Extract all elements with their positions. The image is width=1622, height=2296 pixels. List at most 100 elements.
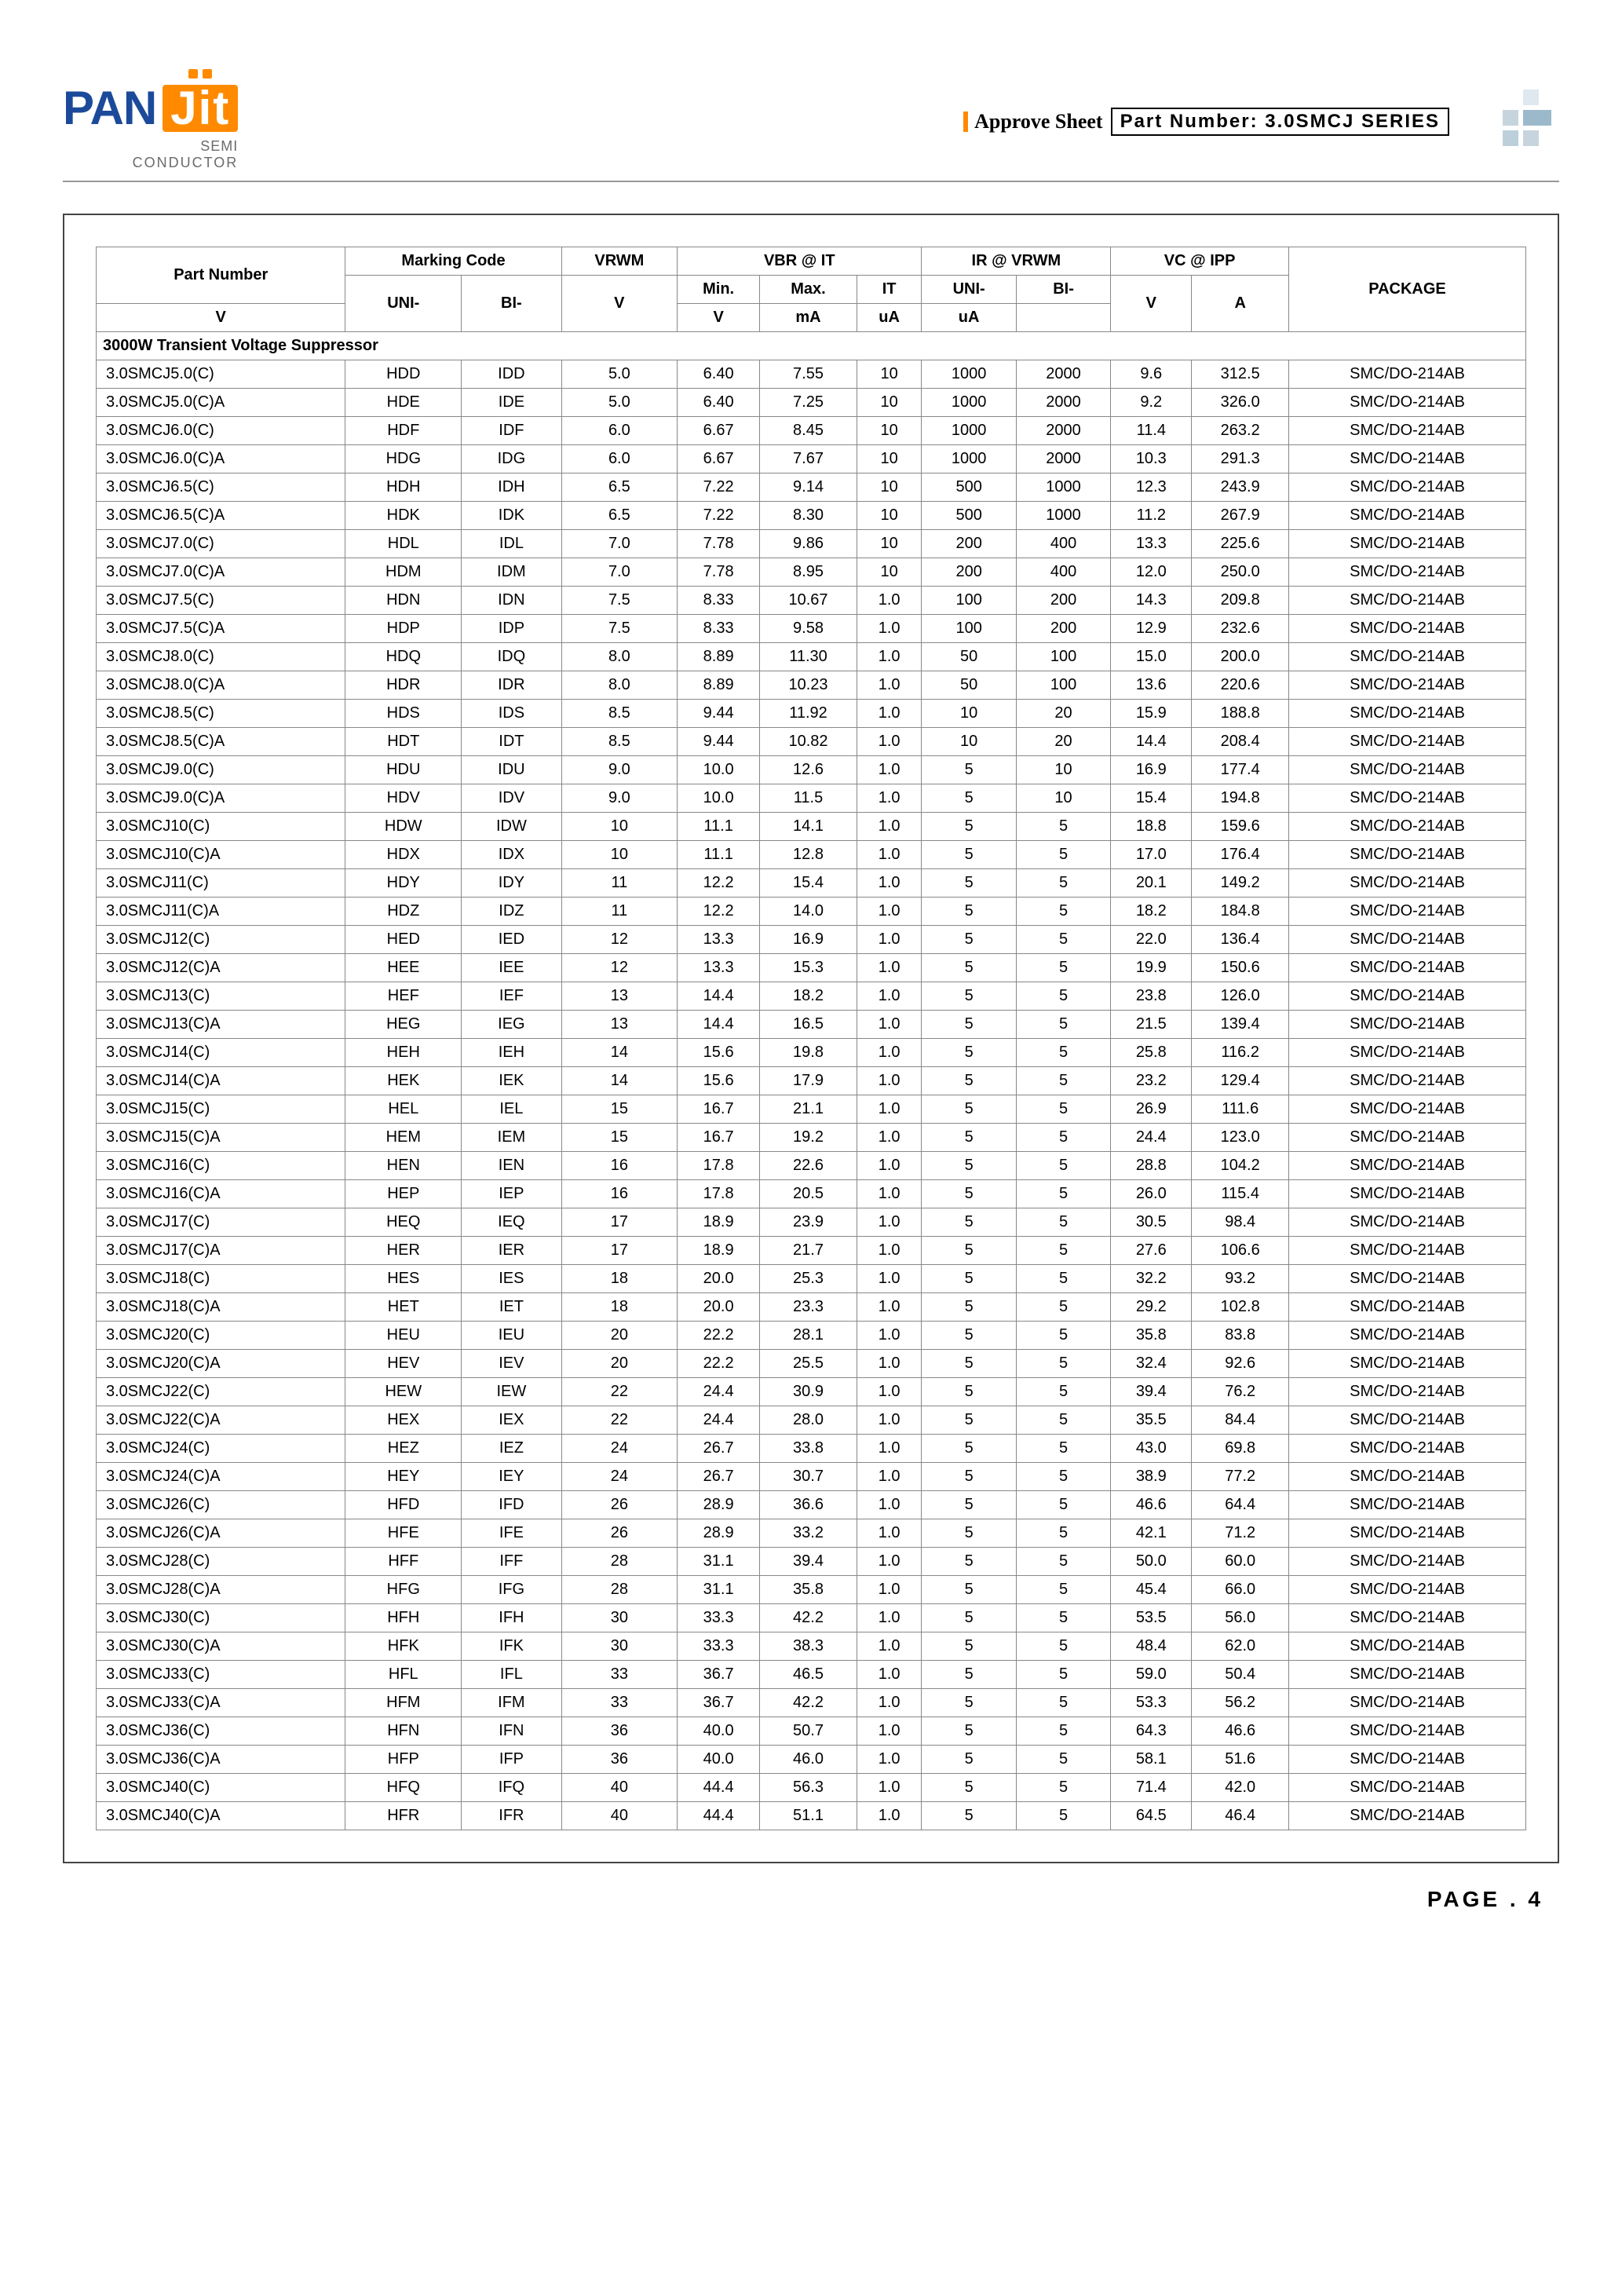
- table-cell: SMC/DO-214AB: [1289, 1350, 1526, 1378]
- orange-bar-icon: [963, 112, 968, 132]
- table-cell: 3.0SMCJ13(C)A: [97, 1011, 345, 1039]
- table-cell: 263.2: [1192, 417, 1289, 445]
- table-cell: 45.4: [1111, 1576, 1192, 1604]
- table-cell: 3.0SMCJ10(C): [97, 813, 345, 841]
- table-cell: 51.1: [760, 1802, 857, 1830]
- table-cell: 38.9: [1111, 1463, 1192, 1491]
- table-cell: 11.92: [760, 700, 857, 728]
- table-cell: 16: [561, 1180, 677, 1208]
- table-cell: SMC/DO-214AB: [1289, 1802, 1526, 1830]
- table-cell: SMC/DO-214AB: [1289, 1491, 1526, 1519]
- table-cell: 19.2: [760, 1124, 857, 1152]
- table-cell: 3.0SMCJ9.0(C)A: [97, 784, 345, 813]
- table-cell: 17.9: [760, 1067, 857, 1095]
- table-cell: IDP: [462, 615, 561, 643]
- table-cell: 1.0: [857, 982, 922, 1011]
- table-cell: 50: [922, 643, 1016, 671]
- table-cell: 5: [1016, 1802, 1110, 1830]
- table-cell: 14.1: [760, 813, 857, 841]
- table-cell: 5: [922, 898, 1016, 926]
- table-cell: 24: [561, 1463, 677, 1491]
- table-row: 3.0SMCJ36(C)AHFPIFP3640.046.01.05558.151…: [97, 1746, 1526, 1774]
- table-cell: 21.1: [760, 1095, 857, 1124]
- table-cell: IFR: [462, 1802, 561, 1830]
- table-cell: 10.0: [678, 756, 760, 784]
- table-cell: 3.0SMCJ20(C): [97, 1322, 345, 1350]
- table-cell: 5: [1016, 1011, 1110, 1039]
- table-cell: 46.6: [1111, 1491, 1192, 1519]
- table-cell: 5: [1016, 1350, 1110, 1378]
- table-cell: 5: [1016, 1208, 1110, 1237]
- table-cell: SMC/DO-214AB: [1289, 671, 1526, 700]
- table-row: 3.0SMCJ33(C)AHFMIFM3336.742.21.05553.356…: [97, 1689, 1526, 1717]
- table-cell: 22.2: [678, 1322, 760, 1350]
- table-cell: 11.1: [678, 813, 760, 841]
- table-cell: 5: [1016, 954, 1110, 982]
- table-cell: 10: [857, 445, 922, 473]
- table-cell: 3.0SMCJ9.0(C): [97, 756, 345, 784]
- table-cell: 22: [561, 1406, 677, 1435]
- table-cell: HFG: [345, 1576, 462, 1604]
- table-cell: 22.6: [760, 1152, 857, 1180]
- table-cell: 12: [561, 926, 677, 954]
- table-cell: 3.0SMCJ30(C)A: [97, 1632, 345, 1661]
- table-row: 3.0SMCJ13(C)HEFIEF1314.418.21.05523.8126…: [97, 982, 1526, 1011]
- table-cell: 6.67: [678, 417, 760, 445]
- table-cell: 312.5: [1192, 360, 1289, 389]
- table-cell: HEW: [345, 1378, 462, 1406]
- table-row: 3.0SMCJ7.5(C)AHDPIDP7.58.339.581.0100200…: [97, 615, 1526, 643]
- table-cell: 1000: [1016, 502, 1110, 530]
- table-cell: SMC/DO-214AB: [1289, 1180, 1526, 1208]
- table-row: 3.0SMCJ33(C)HFLIFL3336.746.51.05559.050.…: [97, 1661, 1526, 1689]
- table-cell: 7.5: [561, 615, 677, 643]
- table-cell: 14.4: [678, 982, 760, 1011]
- table-cell: 22.2: [678, 1350, 760, 1378]
- table-row: 3.0SMCJ6.5(C)AHDKIDK6.57.228.30105001000…: [97, 502, 1526, 530]
- table-cell: IDZ: [462, 898, 561, 926]
- table-cell: 3.0SMCJ7.5(C): [97, 587, 345, 615]
- table-cell: 6.0: [561, 445, 677, 473]
- table-cell: 71.4: [1111, 1774, 1192, 1802]
- table-cell: 23.9: [760, 1208, 857, 1237]
- table-cell: 3.0SMCJ11(C)A: [97, 898, 345, 926]
- col-max: Max.: [760, 276, 857, 304]
- table-cell: 10: [857, 473, 922, 502]
- table-cell: 3.0SMCJ40(C)A: [97, 1802, 345, 1830]
- table-cell: 5: [1016, 1746, 1110, 1774]
- table-row: 3.0SMCJ14(C)AHEKIEK1415.617.91.05523.212…: [97, 1067, 1526, 1095]
- table-cell: 12.0: [1111, 558, 1192, 587]
- table-cell: HFP: [345, 1746, 462, 1774]
- table-cell: HEP: [345, 1180, 462, 1208]
- table-cell: 220.6: [1192, 671, 1289, 700]
- table-cell: SMC/DO-214AB: [1289, 1604, 1526, 1632]
- table-cell: IEM: [462, 1124, 561, 1152]
- table-cell: 3.0SMCJ40(C): [97, 1774, 345, 1802]
- table-cell: IDN: [462, 587, 561, 615]
- table-cell: 23.2: [1111, 1067, 1192, 1095]
- table-cell: 5: [922, 1180, 1016, 1208]
- table-cell: 3.0SMCJ30(C): [97, 1604, 345, 1632]
- table-cell: 33: [561, 1661, 677, 1689]
- table-cell: SMC/DO-214AB: [1289, 1548, 1526, 1576]
- col-min: Min.: [678, 276, 760, 304]
- table-cell: 5: [1016, 1519, 1110, 1548]
- table-cell: 1.0: [857, 1632, 922, 1661]
- table-cell: 5: [922, 1265, 1016, 1293]
- col-package: PACKAGE: [1289, 247, 1526, 332]
- table-cell: 50: [922, 671, 1016, 700]
- table-cell: 5: [1016, 813, 1110, 841]
- table-cell: 3.0SMCJ5.0(C)A: [97, 389, 345, 417]
- table-cell: 28: [561, 1548, 677, 1576]
- table-cell: IDR: [462, 671, 561, 700]
- table-cell: 18: [561, 1293, 677, 1322]
- table-cell: 64.5: [1111, 1802, 1192, 1830]
- table-cell: 159.6: [1192, 813, 1289, 841]
- table-cell: 25.8: [1111, 1039, 1192, 1067]
- table-cell: 50.7: [760, 1717, 857, 1746]
- logo-block: PAN Jit SEMI CONDUCTOR: [63, 73, 661, 171]
- table-cell: 8.45: [760, 417, 857, 445]
- table-cell: SMC/DO-214AB: [1289, 1435, 1526, 1463]
- table-cell: 1.0: [857, 1180, 922, 1208]
- table-cell: IDH: [462, 473, 561, 502]
- table-cell: 1.0: [857, 1435, 922, 1463]
